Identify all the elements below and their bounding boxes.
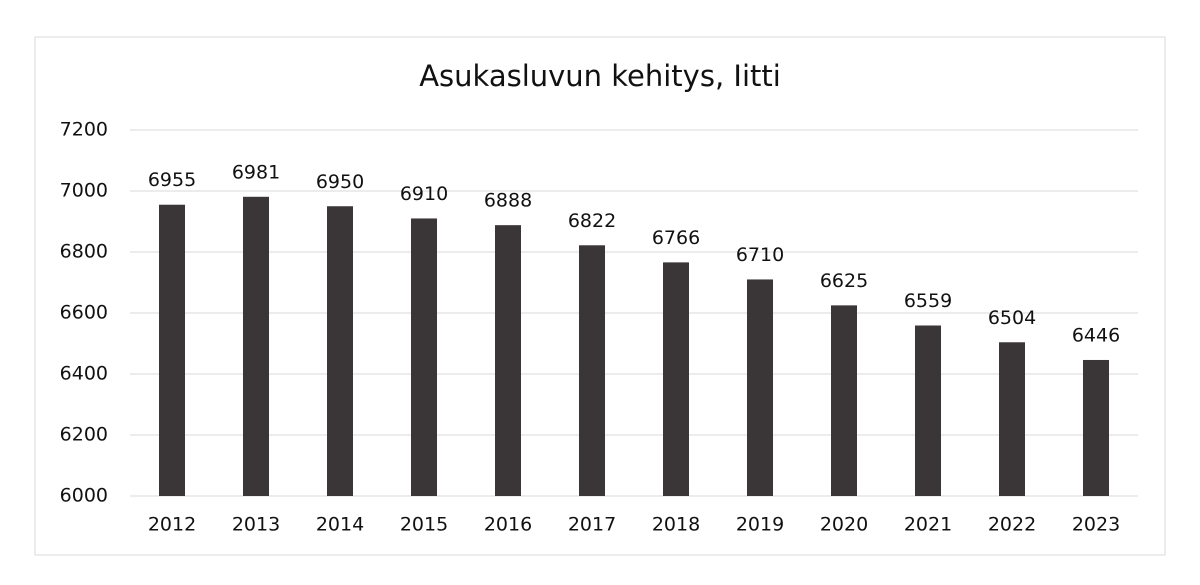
- y-tick-label: 6400: [60, 363, 108, 385]
- data-label: 6504: [988, 307, 1036, 329]
- y-tick-label: 7000: [60, 180, 108, 202]
- data-label: 6981: [232, 161, 280, 183]
- data-label: 6710: [736, 244, 784, 266]
- y-tick-label: 6200: [60, 424, 108, 446]
- bar: [999, 342, 1025, 496]
- data-label: 6625: [820, 270, 868, 292]
- x-tick-label: 2020: [820, 514, 868, 536]
- data-label: 6559: [904, 290, 952, 312]
- x-tick-label: 2022: [988, 514, 1036, 536]
- data-label: 6888: [484, 190, 532, 212]
- x-tick-label: 2018: [652, 514, 700, 536]
- data-label: 6950: [316, 171, 364, 193]
- data-label: 6446: [1072, 324, 1120, 346]
- data-label: 6766: [652, 227, 700, 249]
- x-tick-label: 2019: [736, 514, 784, 536]
- bar: [663, 262, 689, 496]
- y-tick-label: 7200: [60, 119, 108, 141]
- bar: [411, 218, 437, 496]
- data-label: 6910: [400, 183, 448, 205]
- y-tick-label: 6800: [60, 241, 108, 263]
- x-tick-label: 2013: [232, 514, 280, 536]
- bar: [495, 225, 521, 496]
- bar: [579, 245, 605, 496]
- y-tick-label: 6600: [60, 302, 108, 324]
- bar: [1083, 359, 1109, 496]
- x-tick-label: 2012: [148, 514, 196, 536]
- data-label: 6955: [148, 169, 196, 191]
- x-tick-label: 2016: [484, 514, 532, 536]
- bar: [159, 204, 185, 496]
- data-label: 6822: [568, 210, 616, 232]
- bar: [915, 325, 941, 496]
- x-tick-label: 2017: [568, 514, 616, 536]
- chart-title: Asukasluvun kehitys, Iitti: [419, 59, 781, 93]
- x-tick-label: 2021: [904, 514, 952, 536]
- bar: [243, 196, 269, 497]
- bar: [831, 305, 857, 496]
- x-tick-label: 2015: [400, 514, 448, 536]
- y-tick-label: 6000: [60, 485, 108, 507]
- bar: [747, 279, 773, 496]
- x-tick-label: 2023: [1072, 514, 1120, 536]
- x-tick-label: 2014: [316, 514, 364, 536]
- bar: [327, 206, 353, 496]
